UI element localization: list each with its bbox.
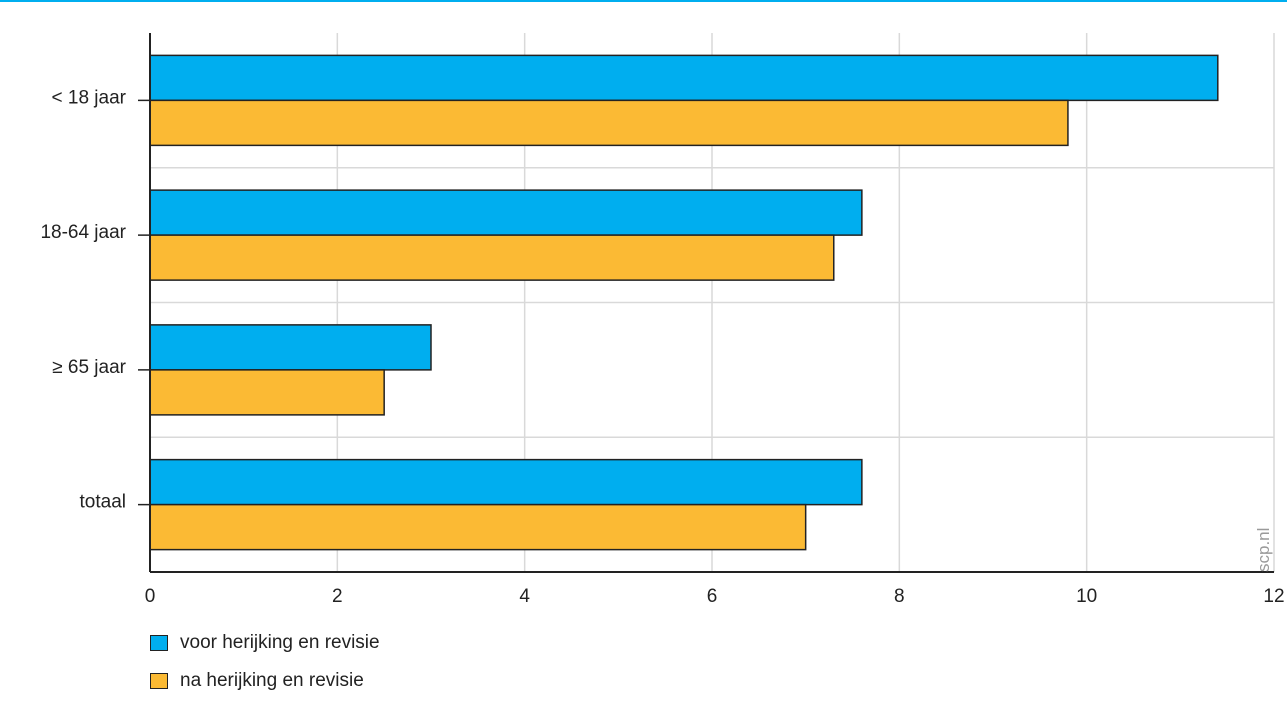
bars	[149, 54, 1219, 551]
bar-voor-0	[149, 54, 1219, 102]
legend: voor herijking en revisie na herijking e…	[150, 632, 380, 709]
bar-voor-1	[149, 189, 863, 236]
legend-label-voor: voor herijking en revisie	[180, 632, 380, 653]
bar-na-0	[149, 99, 1069, 147]
category-label-1: 18-64 jaar	[40, 222, 126, 243]
x-tick-label-0: 0	[145, 586, 156, 607]
x-tick-label-1: 2	[332, 586, 343, 607]
bar-chart: < 18 jaar 18-64 jaar ≥ 65 jaar totaal 0 2 4 6 8 1…	[0, 0, 1287, 607]
watermark-text: scp.nl	[1254, 528, 1273, 572]
x-tick-label-6: 12	[1263, 586, 1284, 607]
axes: < 18 jaar 18-64 jaar ≥ 65 jaar totaal 0 2 4 6 8 1…	[40, 33, 1285, 607]
x-tick-label-2: 4	[519, 586, 530, 607]
bar-na-1	[149, 234, 835, 281]
x-tick-label-5: 10	[1076, 586, 1097, 607]
bar-voor-2	[149, 324, 432, 371]
legend-label-na: na herijking en revisie	[180, 670, 364, 691]
category-label-2: ≥ 65 jaar	[52, 357, 126, 378]
bar-voor-3	[149, 458, 863, 506]
legend-swatch-voor	[150, 635, 168, 651]
x-tick-label-4: 8	[894, 586, 905, 607]
legend-item-na: na herijking en revisie	[150, 670, 380, 691]
legend-swatch-na	[150, 673, 168, 689]
bar-na-2	[149, 369, 385, 416]
x-tick-label-3: 6	[707, 586, 718, 607]
legend-item-voor: voor herijking en revisie	[150, 632, 380, 653]
bar-na-3	[149, 503, 807, 551]
category-label-0: < 18 jaar	[52, 87, 127, 108]
category-label-3: totaal	[80, 492, 126, 513]
